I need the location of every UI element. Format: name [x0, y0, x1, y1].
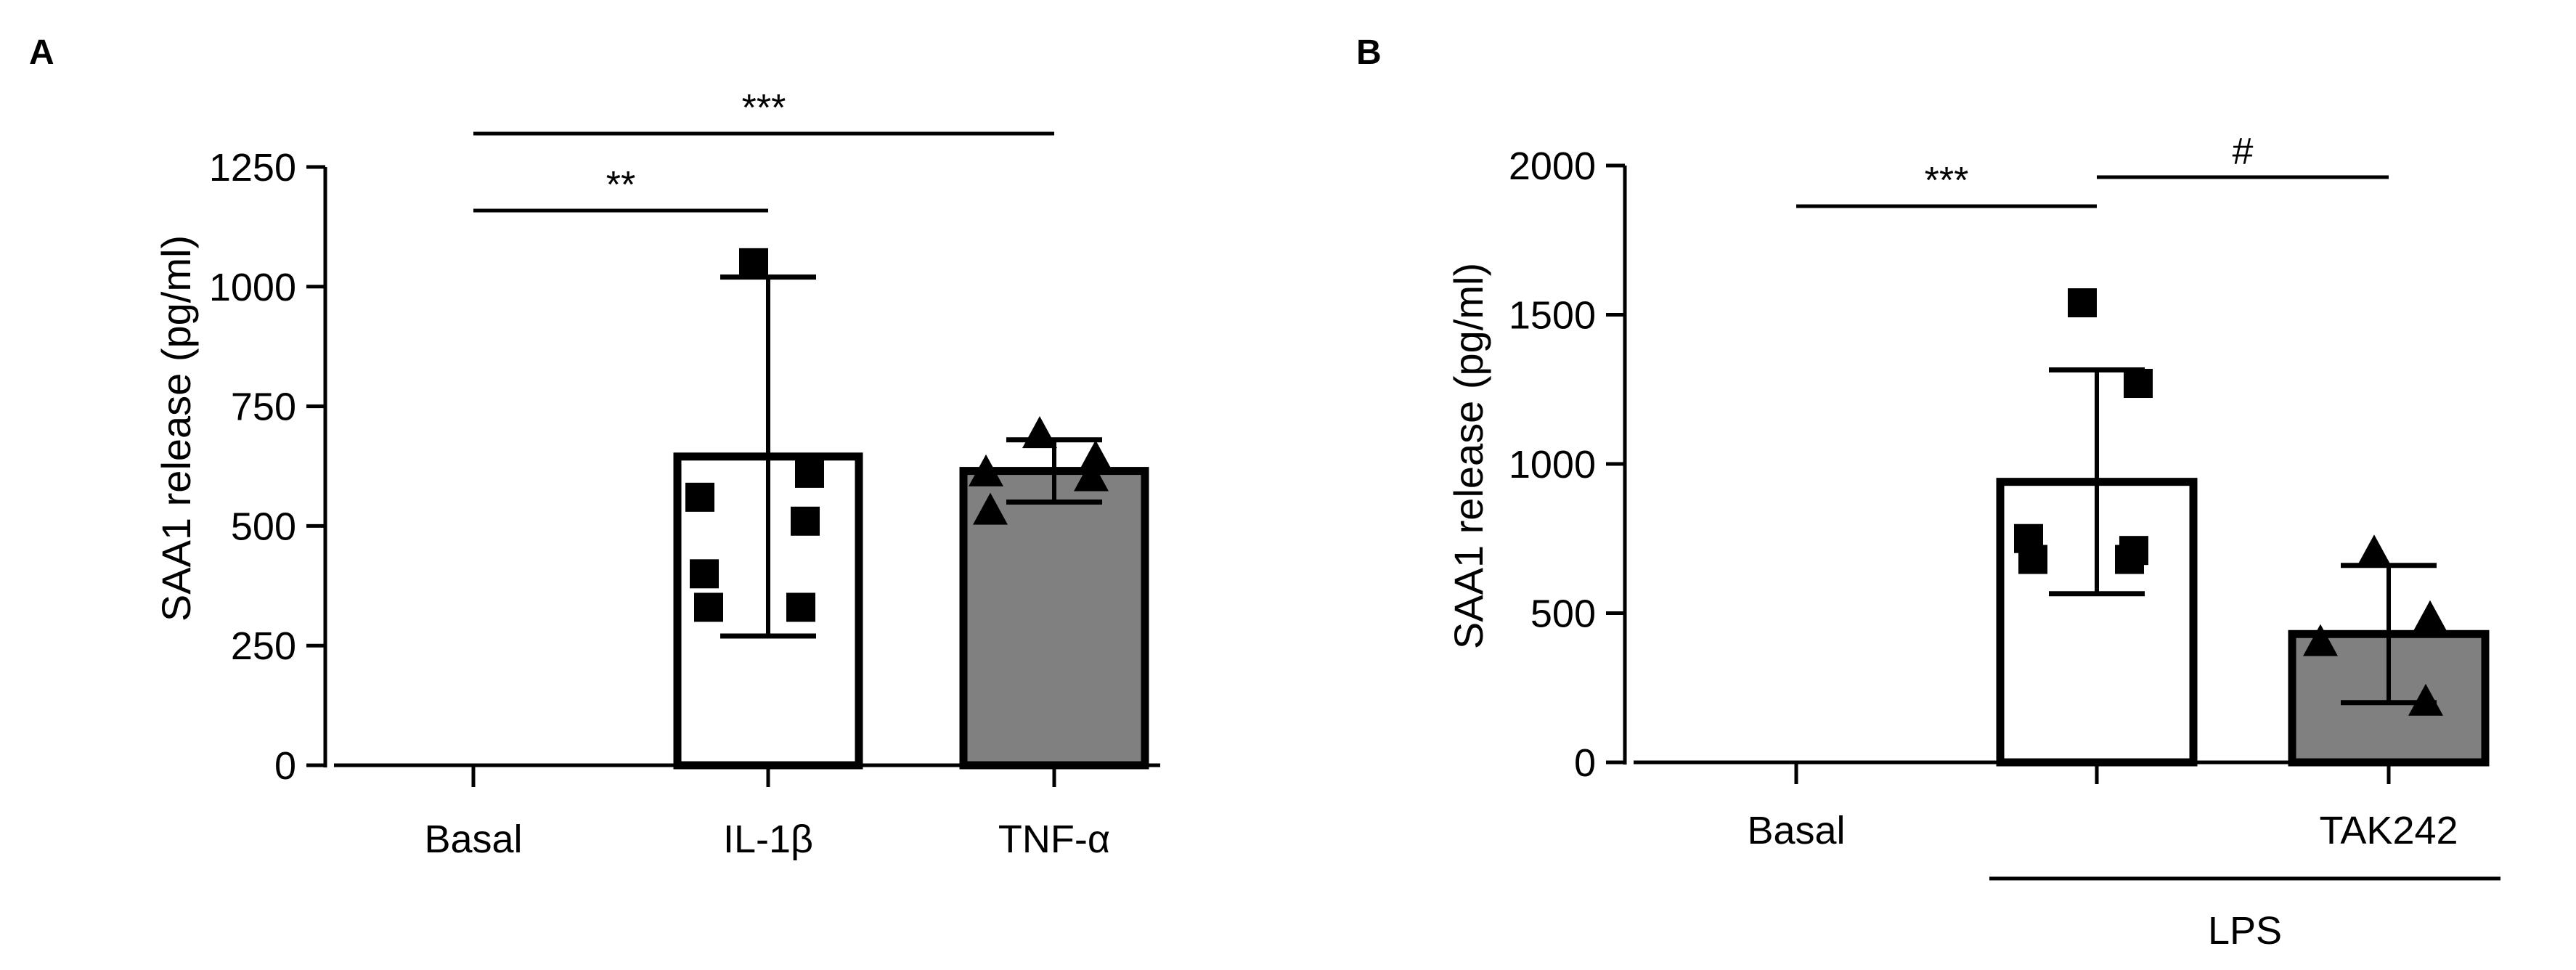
y-tick-label: 500: [1530, 592, 1596, 636]
x-tick-label: Basal: [424, 818, 522, 861]
data-point-square: [2018, 545, 2047, 574]
lps-group-label: LPS: [2208, 909, 2282, 953]
y-tick-label: 500: [231, 505, 296, 548]
data-point-square: [690, 559, 719, 589]
significance-label: #: [2233, 131, 2254, 173]
y-axis-title-a: SAA1 release (pg/ml): [153, 235, 199, 621]
y-tick-label: 0: [274, 744, 296, 788]
significance-label: ***: [1925, 160, 1969, 202]
panel-a: A SAA1 release (pg/ml) 0 250 500 750 1000 125…: [29, 33, 1160, 861]
y-tick-label: 1500: [1509, 294, 1596, 338]
panel-b: B SAA1 release (pg/ml) LPS 0 500 1000 1500 2…: [1356, 33, 2500, 953]
data-point-triangle: [1078, 440, 1113, 473]
panel-label-a: A: [29, 33, 54, 72]
y-tick-label: 1000: [209, 266, 296, 309]
y-tick-label: 1250: [209, 146, 296, 189]
data-point-square: [685, 482, 714, 512]
y-tick-label: 0: [1574, 741, 1596, 785]
y-tick-label: 250: [231, 624, 296, 668]
data-point-triangle: [1074, 459, 1109, 492]
y-tick-label: 2000: [1509, 144, 1596, 188]
data-point-square: [786, 592, 815, 622]
significance-label: **: [606, 164, 635, 206]
data-point-square: [2068, 288, 2097, 318]
data-point-square: [739, 248, 768, 277]
panel-label-b: B: [1356, 33, 1382, 72]
data-point-triangle: [2413, 600, 2447, 632]
x-tick-label: Basal: [1747, 809, 1845, 852]
bar: [959, 467, 1149, 770]
x-tick-label: TAK242: [2319, 809, 2458, 852]
y-axis-title-b: SAA1 release (pg/ml): [1446, 263, 1491, 649]
data-point-square: [791, 506, 820, 536]
data-point-triangle: [1022, 416, 1057, 449]
data-point-triangle: [2357, 534, 2392, 567]
data-point-triangle: [969, 454, 1003, 486]
y-tick-label: 750: [231, 386, 296, 429]
data-point-triangle: [2303, 624, 2338, 656]
data-point-square: [2124, 369, 2153, 399]
data-point-triangle: [2408, 683, 2443, 716]
y-tick-label: 1000: [1509, 443, 1596, 486]
data-point-square: [795, 458, 824, 488]
data-point-square: [694, 592, 723, 622]
significance-label: ***: [742, 87, 786, 129]
data-point-square: [2115, 545, 2144, 574]
x-tick-label: TNF-α: [998, 818, 1110, 861]
x-tick-label: IL-1β: [723, 818, 813, 861]
data-point-triangle: [973, 492, 1008, 525]
